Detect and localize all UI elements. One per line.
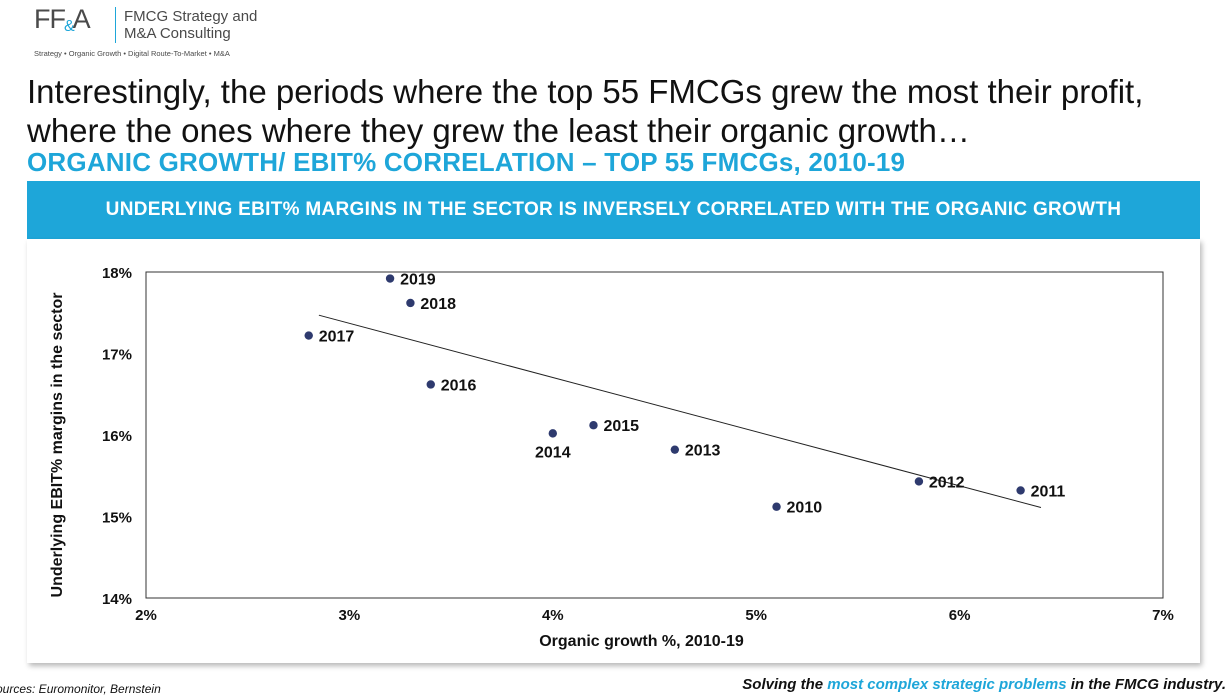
data-label: 2018 [420, 296, 456, 313]
key-message-banner: UNDERLYING EBIT% MARGINS IN THE SECTOR I… [27, 181, 1200, 239]
data-point [385, 274, 395, 283]
data-point [406, 298, 415, 308]
trend-line [318, 314, 1042, 509]
x-tick-label: 7% [1152, 607, 1174, 624]
data-label: 2016 [441, 377, 477, 394]
data-label: 2013 [685, 443, 721, 460]
data-point [772, 502, 781, 511]
plot-area-frame [145, 271, 1164, 599]
x-tick-label: 2% [135, 607, 157, 624]
logo-tagline: Strategy • Organic Growth • Digital Rout… [34, 49, 230, 58]
x-tick-label: 3% [339, 607, 361, 624]
slogan-highlight: most complex strategic problems [827, 676, 1067, 693]
data-point [1016, 486, 1025, 495]
data-point [304, 331, 313, 340]
x-tick-label: 4% [542, 607, 564, 624]
y-tick-label: 16% [102, 428, 132, 445]
data-point [914, 477, 924, 486]
data-point [589, 421, 598, 430]
x-axis-title: Organic growth %, 2010-19 [539, 633, 744, 650]
banner-text: UNDERLYING EBIT% MARGINS IN THE SECTOR I… [105, 199, 1122, 220]
data-label: 2017 [319, 329, 355, 346]
logo-mark: FF&A [34, 4, 91, 35]
data-label: 2014 [535, 444, 571, 461]
data-point [670, 445, 680, 454]
y-tick-label: 18% [102, 265, 132, 282]
data-label: 2015 [603, 418, 639, 435]
data-point [426, 380, 435, 389]
logo-divider [115, 7, 116, 43]
x-tick-label: 6% [949, 607, 971, 624]
y-tick-label: 14% [102, 591, 132, 608]
slide-headline: Interestingly, the periods where the top… [27, 73, 1144, 149]
data-point [548, 429, 557, 438]
scatter-chart: 14% 15% 16% 17% 18% 2% 3% 4% 5% 6% 7% Organic growt… [49, 265, 1174, 650]
y-axis-title: Underlying EBIT% margins in the sector [49, 293, 66, 598]
data-label: 2019 [400, 272, 436, 289]
chart-title: ORGANIC GROWTH/ EBIT% CORRELATION – TOP … [27, 147, 906, 177]
footer-slogan: Solving the most complex strategic probl… [742, 676, 1226, 693]
x-tick-label: 5% [745, 607, 767, 624]
y-tick-label: 15% [102, 510, 132, 527]
y-tick-label: 17% [102, 347, 132, 364]
data-label: 2012 [929, 474, 965, 491]
sources-note: ources: Euromonitor, Bernstein [0, 682, 161, 696]
data-label: 2010 [787, 500, 823, 517]
data-label: 2011 [1031, 483, 1066, 500]
logo-company-name: FMCG Strategy and M&A Consulting [124, 8, 258, 42]
chart-panel: 14% 15% 16% 17% 18% 2% 3% 4% 5% 6% 7% Organic growt… [27, 239, 1200, 663]
